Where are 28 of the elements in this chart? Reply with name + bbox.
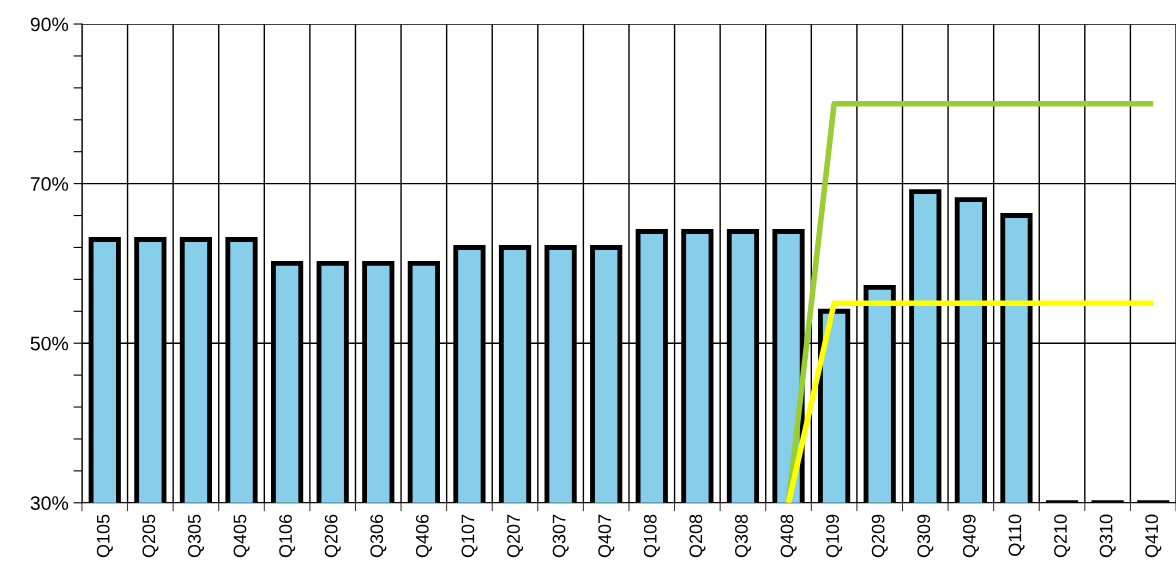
y-tick-label: 50% (30, 336, 69, 351)
x-tick-label: Q109 (826, 514, 843, 558)
x-tick-label: Q409 (962, 514, 979, 558)
x-tick-label: Q110 (1008, 514, 1025, 556)
x-tick-label: Q105 (96, 514, 113, 558)
x-tick-label: Q307 (552, 514, 569, 558)
x-tick-label: Q106 (279, 514, 296, 558)
y-tick-label: 70% (30, 177, 69, 191)
x-tick-label: Q406 (415, 514, 432, 558)
x-tick-label: Q305 (187, 514, 205, 558)
x-tick-label: Q407 (598, 514, 615, 558)
x-tick-label: Q107 (461, 514, 478, 558)
y-tick-label: 90% (30, 17, 69, 32)
x-tick-label: Q310 (1099, 514, 1116, 558)
x-tick-label: Q209 (871, 514, 888, 558)
x-tick-label: Q405 (233, 514, 250, 558)
x-tick-label: Q108 (643, 514, 660, 558)
x-tick-label: Q308 (735, 514, 752, 558)
x-tick-label: Q207 (507, 514, 524, 558)
y-tick-label: 30% (30, 496, 69, 511)
x-tick-label: Q309 (917, 514, 934, 558)
x-tick-label: Q206 (324, 514, 341, 558)
x-tick-label: Q410 (1145, 514, 1162, 558)
x-tick-label: Q205 (142, 514, 159, 558)
x-tick-label: Q408 (780, 514, 797, 558)
x-tick-label: Q208 (689, 514, 706, 558)
x-tick-label: Q210 (1054, 514, 1071, 558)
x-tick-label: Q306 (370, 514, 387, 558)
